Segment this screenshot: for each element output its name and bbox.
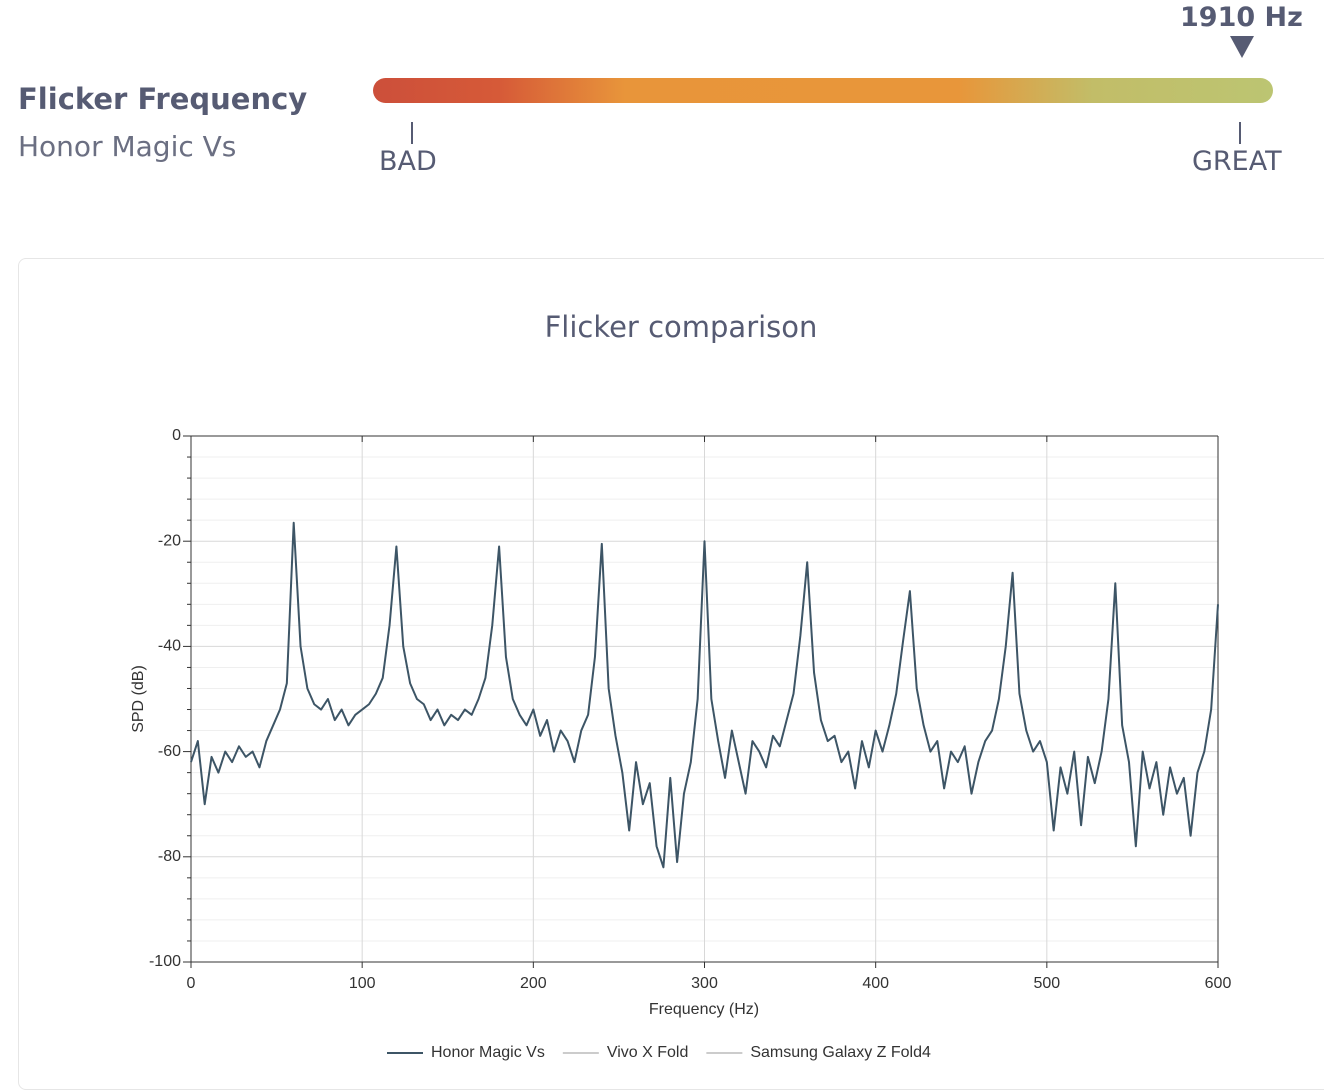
marker xyxy=(1230,36,1254,58)
y-tick-label: -80 xyxy=(158,848,181,865)
x-tick-label: 100 xyxy=(349,975,376,992)
low-label: BAD xyxy=(379,146,437,177)
tick xyxy=(1239,122,1241,144)
x-tick-label: 500 xyxy=(1033,975,1060,992)
x-tick-label: 400 xyxy=(862,975,889,992)
rating-bar xyxy=(373,78,1273,103)
x-tick-label: 300 xyxy=(691,975,718,992)
x-tick-label: 200 xyxy=(520,975,547,992)
subtitle: Honor Magic Vs xyxy=(18,130,237,163)
y-tick-label: 0 xyxy=(172,427,181,444)
y-tick-label: -60 xyxy=(158,743,181,760)
x-tick-label: 0 xyxy=(187,975,196,992)
series-line xyxy=(190,521,1219,869)
y-tick-label: -20 xyxy=(158,532,181,549)
marker-label: 1910 Hz xyxy=(1180,2,1303,33)
title: Flicker Frequency xyxy=(18,82,308,116)
y-tick-label: -100 xyxy=(149,953,181,970)
legend-label[interactable]: Honor Magic Vs xyxy=(431,1044,545,1061)
legend-label[interactable]: Vivo X Fold xyxy=(607,1044,689,1061)
legend-label[interactable]: Samsung Galaxy Z Fold4 xyxy=(750,1044,931,1061)
tick xyxy=(411,122,413,144)
x-tick-label: 600 xyxy=(1205,975,1232,992)
chart-title: Flicker comparison xyxy=(545,310,818,344)
y-tick-label: -40 xyxy=(158,638,181,655)
high-label: GREAT xyxy=(1192,146,1282,177)
x-axis-label: Frequency (Hz) xyxy=(649,1001,759,1018)
y-axis-label: SPD (dB) xyxy=(130,665,147,733)
